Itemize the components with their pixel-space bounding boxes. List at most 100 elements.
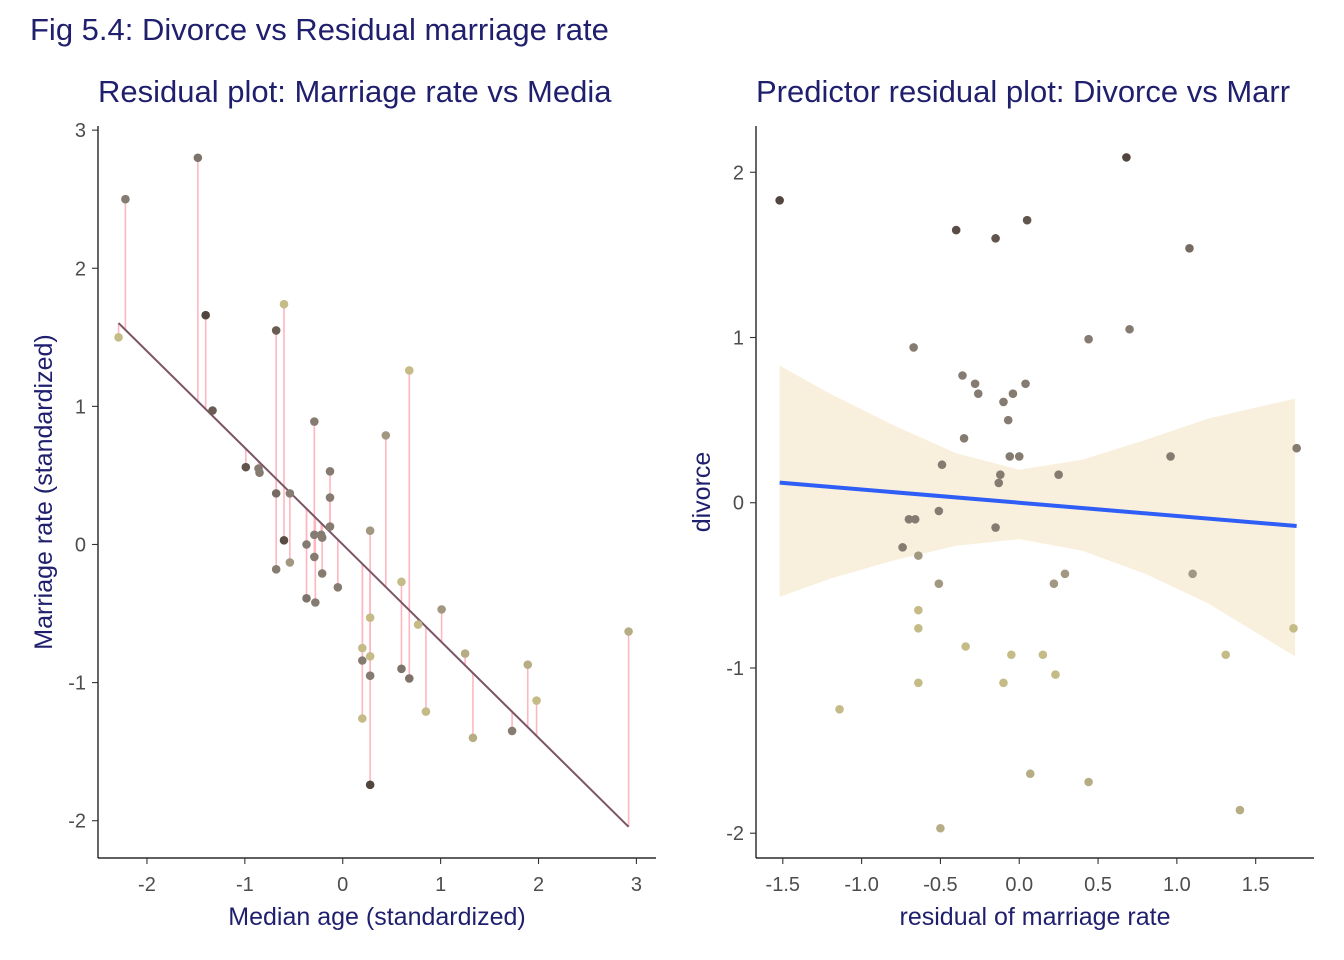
confidence-band: [779, 365, 1296, 657]
data-point: [1188, 569, 1197, 579]
data-point: [914, 678, 923, 688]
data-point: [1051, 670, 1060, 679]
x-tick-label: 2: [533, 874, 544, 896]
data-point: [1166, 452, 1175, 461]
data-point: [991, 523, 1000, 532]
data-point: [1038, 650, 1048, 660]
data-point: [999, 678, 1008, 688]
data-point: [1022, 215, 1032, 225]
data-point: [1235, 805, 1245, 815]
data-point: [934, 506, 944, 516]
data-point: [397, 577, 406, 587]
data-point: [271, 326, 281, 335]
x-tick-label: 0.5: [1084, 874, 1112, 896]
data-point: [970, 379, 980, 389]
data-point: [279, 299, 289, 309]
data-point: [421, 707, 431, 716]
data-point: [1122, 153, 1131, 162]
x-tick-label: -1: [236, 874, 254, 896]
data-point: [460, 649, 470, 658]
data-point: [437, 605, 446, 614]
data-point: [991, 234, 1000, 243]
data-point: [904, 514, 914, 524]
data-point: [365, 613, 375, 622]
data-point: [936, 823, 945, 833]
data-point: [937, 460, 947, 470]
data-point: [208, 406, 217, 415]
data-point: [523, 660, 533, 669]
y-tick-label: 1: [733, 328, 744, 350]
y-tick-label: -2: [68, 811, 86, 833]
data-point: [317, 533, 327, 542]
x-tick-label: 3: [631, 874, 642, 896]
data-point: [365, 526, 375, 535]
data-point: [279, 536, 289, 545]
data-point: [325, 522, 335, 531]
data-point: [358, 643, 367, 653]
data-point: [1125, 324, 1134, 334]
residual-plot-panel: Residual plot: Marriage rate vs Media -2 -…: [30, 74, 656, 931]
plot-area: [114, 153, 633, 828]
data-point: [358, 714, 367, 723]
y-tick-label: -1: [68, 673, 86, 695]
data-point: [934, 579, 944, 589]
y-tick-label: 0: [75, 534, 86, 556]
x-tick-label: -2: [138, 874, 156, 896]
data-point: [302, 594, 311, 603]
data-point: [1021, 379, 1030, 389]
data-point: [624, 627, 633, 636]
data-point: [532, 696, 541, 705]
data-point: [193, 153, 203, 163]
data-point: [285, 558, 295, 567]
data-point: [1003, 415, 1013, 425]
data-point: [302, 540, 311, 549]
data-point: [959, 433, 969, 443]
data-point: [358, 656, 367, 665]
panel-title: Residual plot: Marriage rate vs Media: [98, 74, 612, 109]
data-point: [835, 704, 844, 714]
data-point: [405, 674, 414, 683]
x-tick-label: 0.0: [1005, 874, 1033, 896]
data-point: [114, 333, 123, 342]
data-point: [365, 652, 375, 661]
y-tick-label: 2: [75, 258, 86, 280]
data-point: [910, 514, 920, 524]
data-point: [951, 225, 961, 235]
data-point: [405, 366, 414, 375]
data-point: [914, 624, 923, 633]
x-tick-label: 1: [435, 874, 446, 896]
data-point: [1025, 769, 1035, 779]
data-point: [898, 543, 907, 552]
x-axis-label: Median age (standardized): [228, 903, 525, 931]
data-point: [1049, 579, 1059, 589]
data-point: [775, 196, 784, 205]
x-tick-label: -1.5: [766, 874, 800, 896]
data-point: [325, 466, 335, 476]
plot-area: [775, 153, 1301, 833]
data-point: [1289, 624, 1298, 633]
data-point: [914, 605, 923, 615]
x-tick-label: -0.5: [923, 874, 957, 896]
data-point: [311, 598, 320, 607]
y-tick-label: 0: [733, 493, 744, 515]
data-point: [914, 551, 923, 560]
y-tick-label: 2: [733, 162, 744, 184]
fit-line: [117, 322, 630, 828]
data-point: [1054, 470, 1063, 479]
data-point: [413, 620, 423, 629]
data-point: [255, 468, 264, 477]
data-point: [310, 417, 319, 426]
x-tick-label: -1.0: [844, 874, 878, 896]
y-axis-label: Marriage rate (standardized): [30, 334, 58, 649]
data-point: [507, 726, 517, 736]
x-axis-label: residual of marriage rate: [900, 903, 1171, 931]
data-point: [1014, 452, 1024, 461]
data-point: [1221, 650, 1231, 660]
data-point: [1084, 777, 1093, 787]
data-point: [468, 733, 478, 743]
data-point: [1005, 452, 1015, 461]
data-point: [365, 780, 375, 790]
fit-line: [779, 480, 1297, 528]
data-point: [310, 552, 319, 562]
